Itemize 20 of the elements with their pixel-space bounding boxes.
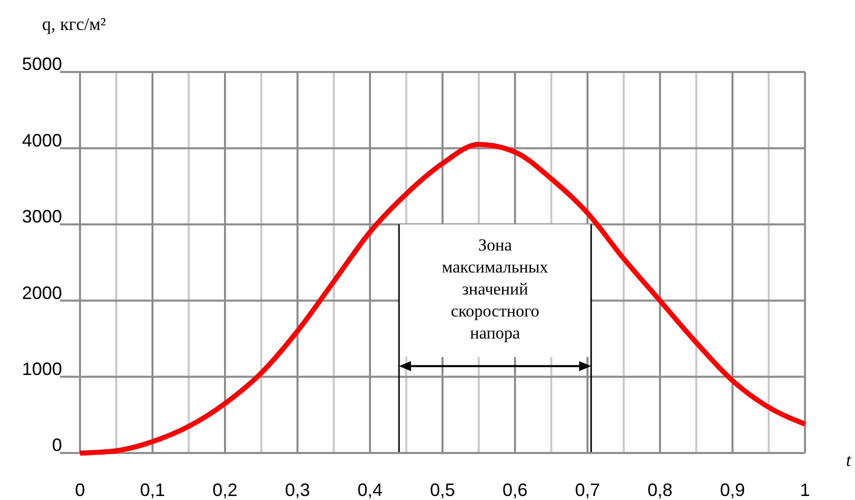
x-tick-label: 0,4: [357, 480, 383, 500]
y-tick-label: 1000: [22, 359, 62, 379]
x-tick-label: 0: [74, 480, 86, 500]
x-tick-label: 0,7: [574, 480, 600, 500]
y-tick-label: 4000: [22, 130, 62, 150]
x-tick-label: 0,5: [430, 480, 456, 500]
x-tick-label: 0,9: [720, 480, 746, 500]
y-tick-label: 3000: [22, 206, 62, 227]
x-tick-label: 0,1: [140, 480, 166, 500]
x-tick-label: 0,6: [502, 480, 528, 500]
y-tick-label: 5000: [22, 54, 62, 74]
x-tick-label: 1: [800, 480, 810, 500]
x-tick-label: 0,2: [212, 480, 238, 500]
y-tick-label: 0: [52, 435, 62, 456]
y-tick-label: 2000: [22, 282, 62, 303]
x-tick-label: 0,3: [284, 480, 310, 500]
x-axis-title: t: [846, 450, 852, 470]
band-label: Зона максимальных значений скоростного напора: [442, 235, 549, 342]
y-axis-title: q, кгс/м²: [42, 14, 106, 34]
x-tick-label: 0,8: [647, 480, 673, 500]
